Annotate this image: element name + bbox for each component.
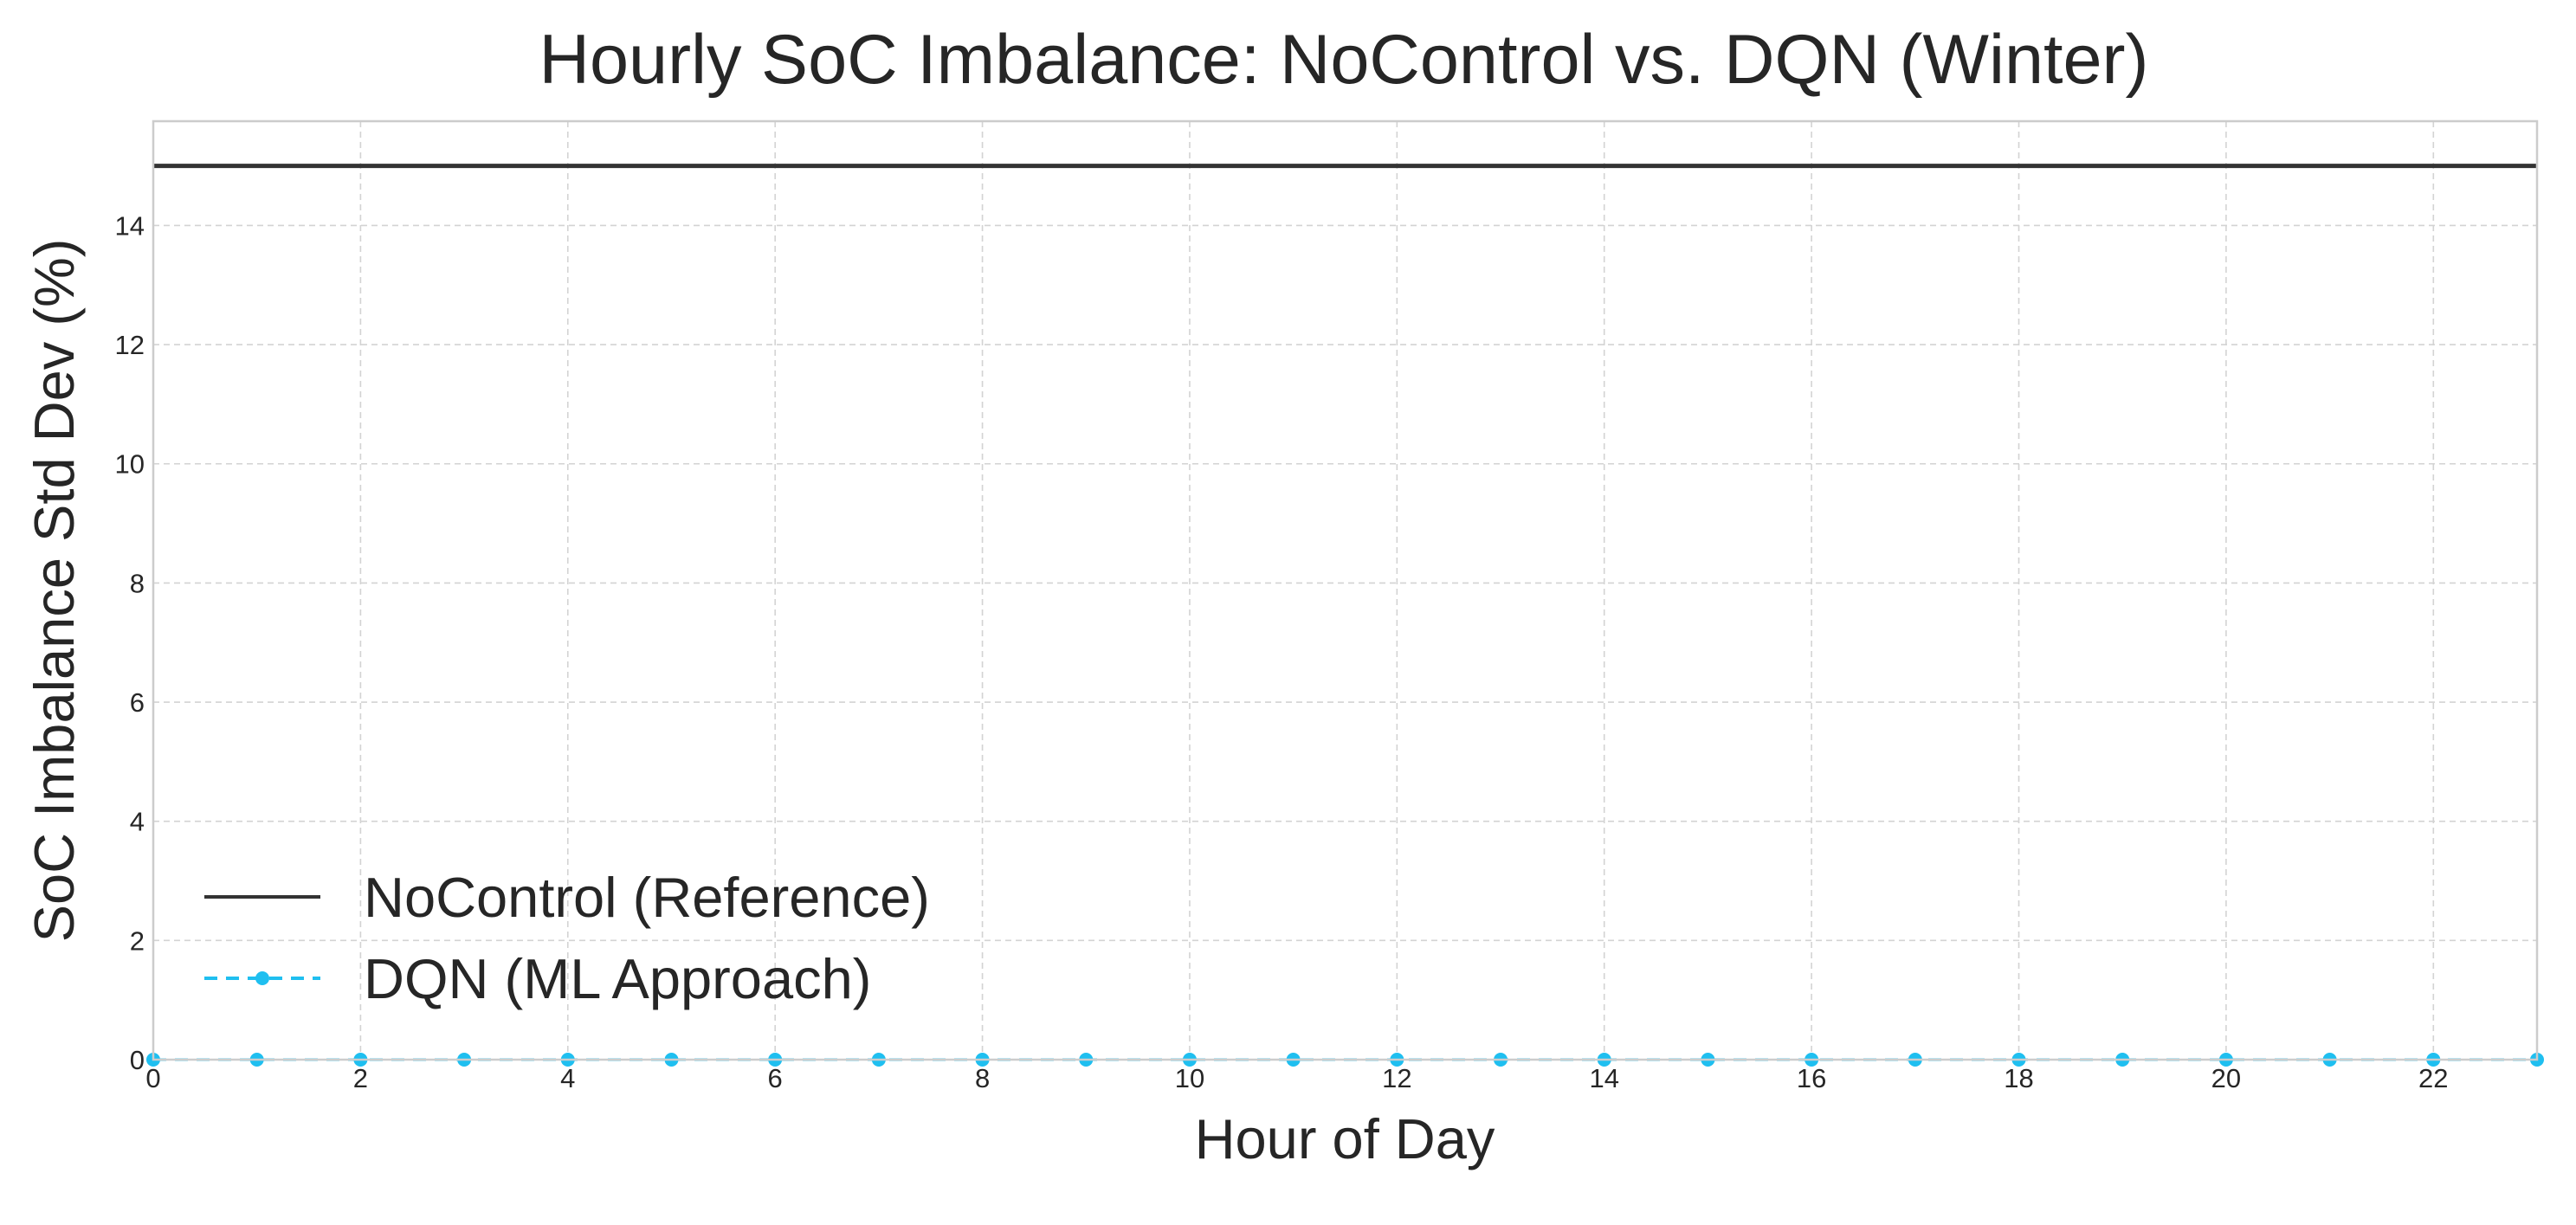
x-tick-label: 10 xyxy=(1175,1063,1204,1093)
x-tick-label: 16 xyxy=(1797,1063,1826,1093)
x-tick-label: 4 xyxy=(560,1063,575,1093)
plot-area xyxy=(152,119,2539,1061)
y-tick-label: 0 xyxy=(130,1045,145,1075)
legend: NoControl (Reference) DQN (ML Approach) xyxy=(204,866,930,1010)
y-tick-label: 12 xyxy=(115,330,145,360)
y-tick-label: 8 xyxy=(130,568,145,598)
y-tick-label: 10 xyxy=(115,449,145,480)
x-axis: 0 2 4 6 8 10 12 14 16 18 20 22 xyxy=(145,1063,2448,1093)
x-tick-label: 20 xyxy=(2211,1063,2241,1093)
y-axis-label: SoC Imbalance Std Dev (%) xyxy=(23,239,86,943)
y-tick-label: 2 xyxy=(130,925,145,956)
legend-label-dqn: DQN (ML Approach) xyxy=(364,947,871,1010)
y-tick-label: 4 xyxy=(130,807,145,837)
x-tick-label: 14 xyxy=(1589,1063,1618,1093)
x-tick-label: 18 xyxy=(2004,1063,2033,1093)
legend-marker-dqn xyxy=(255,971,269,985)
x-tick-label: 12 xyxy=(1382,1063,1411,1093)
x-tick-label: 22 xyxy=(2418,1063,2448,1093)
y-tick-label: 6 xyxy=(130,687,145,718)
x-tick-label: 2 xyxy=(353,1063,368,1093)
x-tick-label: 0 xyxy=(145,1063,160,1093)
y-axis: 0 2 4 6 8 10 12 14 xyxy=(115,210,145,1075)
x-axis-label: Hour of Day xyxy=(1195,1107,1495,1170)
chart-title: Hourly SoC Imbalance: NoControl vs. DQN … xyxy=(539,21,2148,99)
x-tick-label: 6 xyxy=(768,1063,783,1093)
x-tick-label: 8 xyxy=(975,1063,990,1093)
y-tick-label: 14 xyxy=(115,210,145,241)
legend-label-nocontrol: NoControl (Reference) xyxy=(364,866,930,929)
